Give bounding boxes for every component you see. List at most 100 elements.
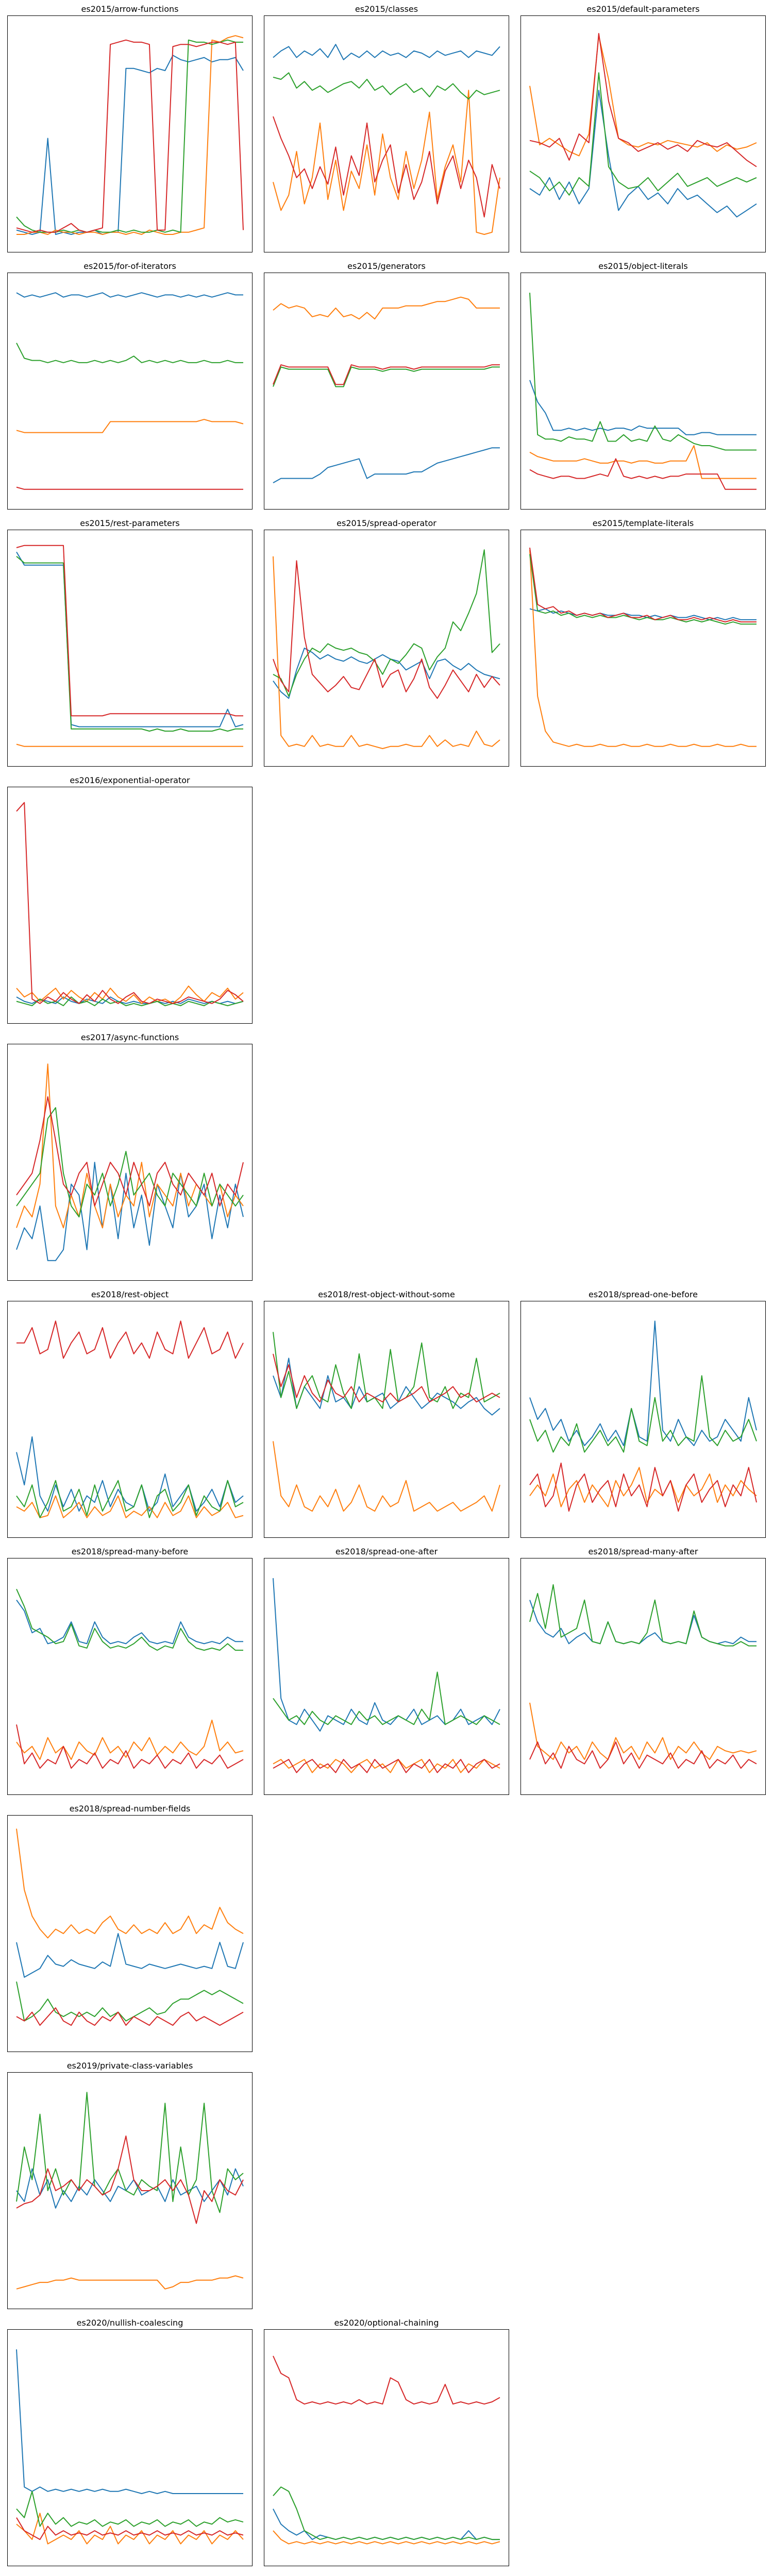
series-line bbox=[16, 1719, 244, 1760]
chart-plot bbox=[520, 530, 766, 767]
series-line bbox=[16, 556, 243, 732]
series-line bbox=[529, 35, 757, 157]
chart-plot bbox=[7, 1044, 253, 1281]
series-line bbox=[529, 1584, 757, 1647]
series-line bbox=[273, 44, 500, 60]
series-line bbox=[16, 1600, 243, 1645]
series-line bbox=[16, 996, 244, 1004]
series-line bbox=[16, 2136, 244, 2224]
chart-panel: es2015/object-literals bbox=[520, 261, 766, 510]
chart-plot bbox=[7, 1301, 253, 1538]
series-line bbox=[16, 2007, 244, 2026]
plot-frame bbox=[7, 1815, 253, 2052]
chart-panel: es2015/rest-parameters bbox=[7, 518, 253, 767]
chart-plot bbox=[7, 273, 253, 510]
series-line bbox=[16, 35, 244, 235]
series-line bbox=[16, 2092, 244, 2213]
chart-plot bbox=[264, 1301, 509, 1538]
chart-plot bbox=[264, 1558, 509, 1795]
chart-plot bbox=[520, 273, 766, 510]
plot-frame bbox=[264, 15, 509, 252]
chart-panel: es2018/spread-many-before bbox=[7, 1547, 253, 1795]
series-line bbox=[529, 1741, 757, 1769]
chart-title: es2015/spread-operator bbox=[337, 518, 436, 528]
chart-panel: es2018/rest-object-without-some bbox=[264, 1290, 509, 1538]
series-line bbox=[16, 1588, 243, 1651]
chart-title: es2018/spread-one-after bbox=[335, 1547, 438, 1556]
series-line bbox=[273, 1759, 500, 1773]
chart-panel: es2020/optional-chaining bbox=[264, 2318, 509, 2566]
chart-plot bbox=[7, 1815, 253, 2052]
chart-panel: es2015/arrow-functions bbox=[7, 4, 253, 252]
series-line bbox=[529, 1467, 757, 1507]
series-line bbox=[273, 2486, 500, 2540]
chart-title: es2018/spread-many-after bbox=[588, 1547, 698, 1556]
plot-frame bbox=[520, 15, 766, 252]
chart-plot bbox=[7, 2072, 253, 2309]
series-line bbox=[16, 2490, 244, 2527]
chart-plot bbox=[7, 530, 253, 767]
plot-frame bbox=[520, 273, 766, 510]
chart-title: es2018/spread-many-before bbox=[71, 1547, 189, 1556]
series-line bbox=[16, 551, 244, 727]
plot-frame bbox=[7, 15, 253, 252]
chart-panel: es2015/spread-operator bbox=[264, 518, 509, 767]
series-line bbox=[529, 554, 757, 625]
series-line bbox=[16, 1480, 244, 1518]
chart-plot bbox=[520, 1558, 766, 1795]
chart-title: es2015/arrow-functions bbox=[81, 4, 179, 14]
series-line bbox=[529, 1600, 757, 1645]
series-line bbox=[16, 1320, 244, 1359]
plot-frame bbox=[520, 530, 766, 767]
series-line bbox=[273, 1759, 500, 1773]
series-line bbox=[16, 2517, 244, 2540]
chart-title: es2017/async-functions bbox=[80, 1032, 179, 1042]
plot-frame bbox=[7, 1044, 253, 1281]
series-line bbox=[273, 549, 500, 697]
series-line bbox=[16, 55, 244, 235]
series-line bbox=[16, 419, 244, 433]
series-line bbox=[16, 802, 244, 1004]
chart-title: es2015/default-parameters bbox=[586, 4, 700, 14]
chart-plot bbox=[264, 530, 509, 767]
chart-title: es2019/private-class-variables bbox=[66, 2061, 193, 2071]
chart-plot bbox=[7, 15, 253, 252]
chart-title: es2018/spread-number-fields bbox=[69, 1804, 191, 1814]
series-line bbox=[16, 985, 244, 1004]
plot-frame bbox=[7, 273, 253, 510]
chart-plot bbox=[264, 273, 509, 510]
series-line bbox=[16, 39, 244, 233]
series-line bbox=[529, 1375, 757, 1453]
series-line bbox=[529, 550, 757, 747]
series-line bbox=[16, 2168, 244, 2209]
chart-plot bbox=[520, 1301, 766, 1538]
series-line bbox=[273, 366, 500, 387]
chart-title: es2020/nullish-coalescing bbox=[76, 2318, 183, 2328]
series-line bbox=[529, 380, 757, 435]
series-line bbox=[529, 458, 757, 490]
chart-plot bbox=[7, 787, 253, 1024]
series-line bbox=[16, 743, 243, 747]
series-line bbox=[273, 116, 500, 218]
chart-panel: es2015/default-parameters bbox=[520, 4, 766, 252]
chart-title: es2018/rest-object bbox=[91, 1290, 169, 1299]
series-line bbox=[273, 72, 500, 100]
plot-frame bbox=[264, 530, 509, 767]
plot-frame bbox=[264, 273, 509, 510]
plot-frame bbox=[7, 1558, 253, 1795]
series-line bbox=[16, 486, 243, 490]
series-line bbox=[16, 1724, 244, 1769]
chart-panel: es2018/spread-one-after bbox=[264, 1547, 509, 1795]
series-line bbox=[16, 1063, 244, 1229]
chart-plot bbox=[7, 1558, 253, 1795]
series-line bbox=[273, 1332, 500, 1409]
series-line bbox=[273, 1441, 500, 1512]
series-line bbox=[273, 1353, 500, 1403]
series-line bbox=[529, 1462, 757, 1512]
plot-frame bbox=[7, 1301, 253, 1538]
chart-plot bbox=[520, 15, 766, 252]
series-line bbox=[16, 1495, 244, 1518]
series-line bbox=[273, 1671, 500, 1725]
series-line bbox=[16, 343, 243, 363]
